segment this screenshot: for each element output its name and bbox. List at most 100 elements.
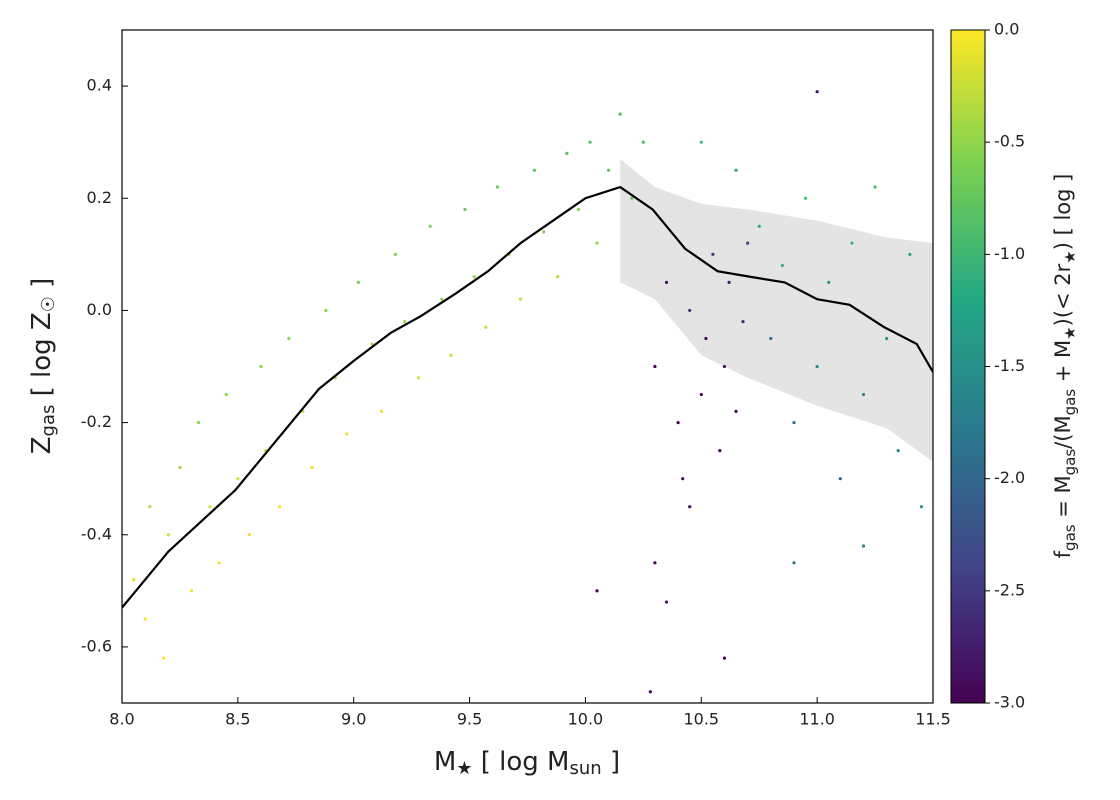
scatter-point (718, 449, 722, 453)
scatter-point (676, 420, 680, 425)
scatter-point (746, 241, 750, 245)
scatter-point (722, 656, 727, 660)
x-tick-label: 11.0 (799, 710, 835, 729)
scatter-point (741, 320, 745, 324)
scatter-point (565, 151, 569, 155)
x-axis-label: M★ [ log Msun ] (434, 747, 620, 780)
scatter-point (630, 196, 634, 200)
x-tick-label: 8.5 (225, 710, 250, 729)
scatter-point (518, 297, 523, 301)
scatter-point (908, 252, 912, 256)
colorbar-tick-label: -1.0 (994, 244, 1025, 263)
scatter-point (595, 241, 599, 245)
x-tick-label: 9.0 (341, 710, 366, 729)
scatter-point (484, 325, 488, 329)
scatter-point (838, 477, 842, 481)
scatter-point (757, 224, 761, 228)
x-tick-label: 10.5 (683, 710, 719, 729)
scatter-point (711, 252, 715, 256)
scatter-point (217, 561, 221, 565)
scatter-point (815, 364, 819, 369)
colorbar-tick-label: -1.5 (994, 356, 1025, 375)
scatter-point (224, 392, 228, 397)
scatter-point (803, 196, 808, 200)
scatter-point (472, 275, 476, 279)
scatter-point (704, 336, 708, 341)
scatter-point (734, 409, 738, 413)
scatter-point (287, 336, 291, 341)
scatter-point (345, 432, 349, 436)
x-tick-label: 9.5 (457, 710, 482, 729)
plot-area (122, 90, 933, 694)
y-tick-label: -0.6 (81, 636, 112, 655)
scatter-point (428, 224, 432, 228)
scatter-point (247, 533, 252, 537)
colorbar-tick-label: -2.5 (994, 580, 1025, 599)
scatter-point (681, 477, 685, 481)
scatter-point (236, 477, 240, 481)
median-line (122, 185, 933, 609)
scatter-point (324, 308, 328, 313)
colorbar-tick-label: 0.0 (994, 20, 1019, 39)
scatter-point (873, 185, 877, 189)
scatter-point (722, 364, 727, 369)
scatter-point (896, 449, 900, 453)
scatter-point (664, 280, 669, 284)
scatter-point (648, 690, 652, 694)
scatter-point (734, 168, 738, 172)
scatter-point (588, 140, 592, 144)
colorbar-tick-label: -2.0 (994, 468, 1025, 487)
scatter-point (827, 280, 831, 284)
scatter-point (815, 90, 819, 94)
scatter-point (769, 336, 773, 341)
scatter-point (178, 465, 182, 470)
scatter-point (143, 617, 147, 621)
scatter-point (919, 505, 924, 509)
scatter-point (653, 561, 657, 565)
x-tick-label: 8.0 (109, 710, 134, 729)
scatter-point (189, 589, 194, 593)
scatter-point (688, 505, 692, 509)
scatter-point (393, 252, 398, 256)
y-tick-label: 0.0 (87, 300, 112, 319)
scatter-point (542, 230, 546, 234)
scatter-point (792, 561, 796, 565)
scatter-point (699, 392, 703, 397)
scatter-point (403, 320, 407, 324)
scatter-point (277, 505, 282, 509)
scatter-point (532, 168, 537, 172)
scatter-point (148, 505, 152, 509)
scatter-point (495, 185, 499, 189)
scatter-point (449, 353, 453, 357)
scatter-point (780, 263, 784, 268)
scatter-point (208, 505, 212, 509)
scatter-point (618, 112, 622, 116)
colorbar (950, 29, 986, 704)
scatter-point (379, 409, 384, 413)
scatter-point (653, 364, 657, 369)
scatter-point (556, 275, 560, 279)
y-tick-label: 0.2 (87, 188, 112, 207)
scatter-point (131, 578, 136, 582)
colorbar-tick-label: -0.5 (994, 132, 1025, 151)
scatter-point (259, 364, 263, 369)
x-tick-label: 10.0 (568, 710, 604, 729)
y-axis-label: Zgas [ log Z☉ ] (27, 278, 60, 455)
scatter-point (196, 420, 201, 425)
scatter-point (727, 280, 731, 284)
scatter-point (310, 465, 314, 470)
colorbar-tick-label: -3.0 (994, 693, 1025, 712)
scatter-point (463, 207, 467, 212)
scatter-point (607, 168, 611, 172)
scatter-point (861, 392, 866, 397)
scatter-point (440, 297, 444, 301)
scatter-point (792, 420, 796, 425)
y-tick-label: 0.4 (87, 76, 112, 95)
scatter-point (595, 589, 599, 593)
scatter-point (576, 207, 581, 212)
scatter-point (166, 533, 170, 537)
scatter-point (688, 308, 692, 313)
colorbar-label: fgas = Mgas/(Mgas + M★)(< 2r★) [ log ] (1051, 174, 1079, 559)
